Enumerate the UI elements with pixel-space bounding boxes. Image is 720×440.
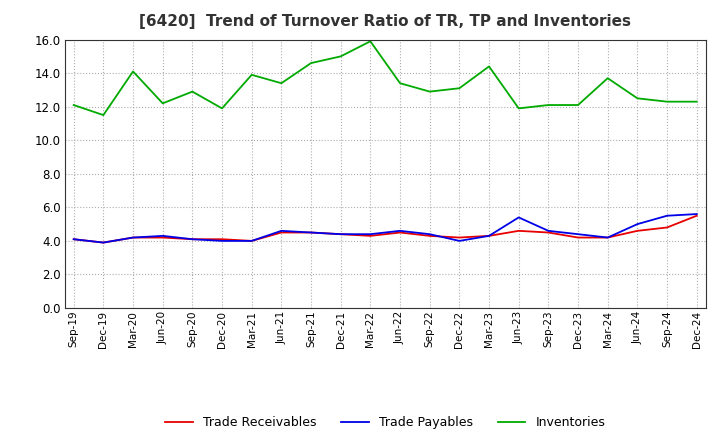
Trade Payables [217,238,226,244]
Inventories [396,81,405,86]
Inventories [514,106,523,111]
Trade Payables [426,231,434,237]
Inventories [307,60,315,66]
Trade Payables [99,240,108,245]
Trade Receivables [277,230,286,235]
Trade Receivables [158,235,167,240]
Inventories [574,103,582,108]
Trade Receivables [603,235,612,240]
Inventories [277,81,286,86]
Trade Receivables [693,213,701,218]
Trade Receivables [574,235,582,240]
Legend: Trade Receivables, Trade Payables, Inventories: Trade Receivables, Trade Payables, Inven… [166,416,605,429]
Inventories [662,99,671,104]
Trade Receivables [69,237,78,242]
Trade Payables [574,231,582,237]
Inventories [693,99,701,104]
Trade Receivables [662,225,671,230]
Trade Receivables [544,230,553,235]
Trade Payables [336,231,345,237]
Inventories [336,54,345,59]
Trade Receivables [485,233,493,238]
Line: Trade Payables: Trade Payables [73,214,697,242]
Inventories [426,89,434,94]
Inventories [129,69,138,74]
Inventories [158,101,167,106]
Inventories [455,86,464,91]
Trade Payables [248,238,256,244]
Trade Payables [485,233,493,238]
Inventories [248,72,256,77]
Trade Payables [603,235,612,240]
Inventories [485,64,493,69]
Inventories [99,113,108,118]
Line: Inventories: Inventories [73,41,697,115]
Trade Payables [633,221,642,227]
Inventories [544,103,553,108]
Trade Receivables [248,238,256,244]
Trade Payables [158,233,167,238]
Trade Payables [129,235,138,240]
Inventories [188,89,197,94]
Trade Payables [69,237,78,242]
Title: [6420]  Trend of Turnover Ratio of TR, TP and Inventories: [6420] Trend of Turnover Ratio of TR, TP… [139,14,631,29]
Trade Payables [277,228,286,234]
Trade Payables [455,238,464,244]
Trade Payables [396,228,405,234]
Trade Receivables [426,233,434,238]
Trade Payables [544,228,553,234]
Trade Receivables [129,235,138,240]
Trade Payables [366,231,374,237]
Trade Receivables [307,230,315,235]
Trade Payables [662,213,671,218]
Trade Receivables [514,228,523,234]
Inventories [217,106,226,111]
Trade Payables [188,237,197,242]
Trade Receivables [455,235,464,240]
Trade Receivables [99,240,108,245]
Inventories [633,95,642,101]
Trade Receivables [366,233,374,238]
Inventories [69,103,78,108]
Trade Receivables [396,230,405,235]
Trade Receivables [188,237,197,242]
Trade Payables [693,211,701,216]
Line: Trade Receivables: Trade Receivables [73,216,697,242]
Trade Receivables [217,237,226,242]
Trade Receivables [633,228,642,234]
Trade Receivables [336,231,345,237]
Inventories [366,39,374,44]
Trade Payables [514,215,523,220]
Inventories [603,76,612,81]
Trade Payables [307,230,315,235]
